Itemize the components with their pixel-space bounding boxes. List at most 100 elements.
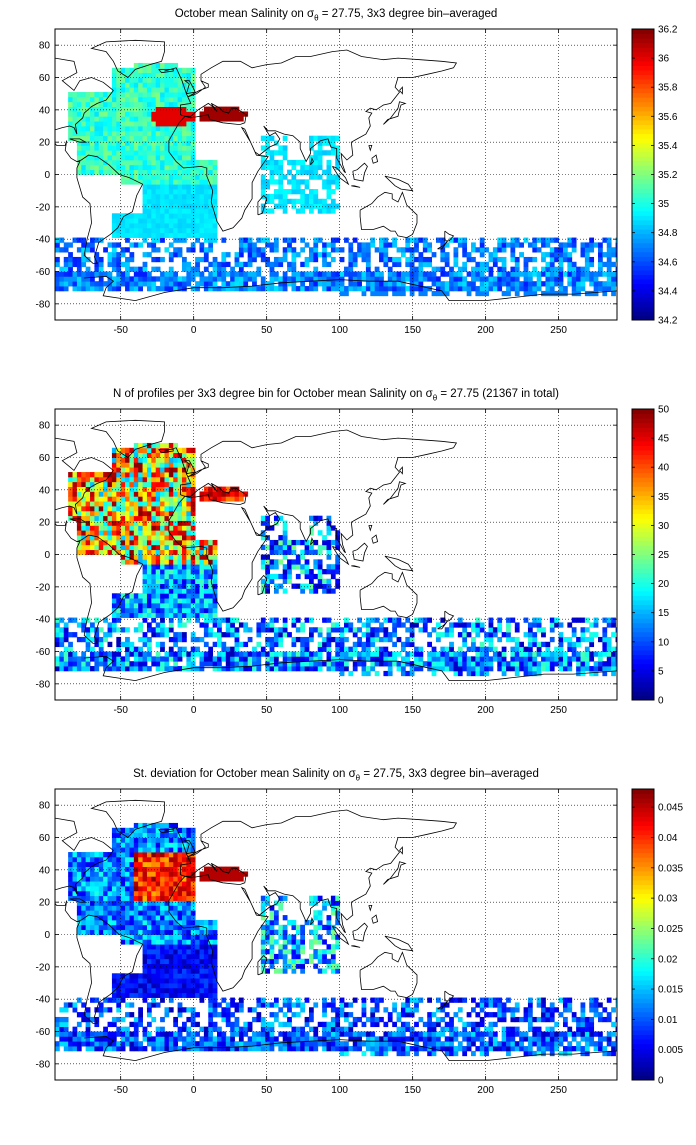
data-cell — [169, 208, 174, 213]
data-cell — [129, 857, 134, 862]
data-cell — [77, 482, 82, 487]
data-cell — [73, 1027, 78, 1032]
data-cell — [143, 97, 148, 102]
data-cell — [121, 881, 126, 886]
data-cell — [134, 87, 139, 92]
data-cell — [73, 97, 78, 102]
colorbar-segment — [632, 632, 654, 637]
data-cell — [195, 175, 200, 180]
data-cell — [134, 1022, 139, 1027]
data-cell — [103, 876, 108, 881]
data-cell — [134, 272, 139, 277]
data-cell — [178, 632, 183, 637]
data-cell — [143, 1032, 148, 1037]
data-cell — [204, 588, 209, 593]
data-cell — [121, 1041, 126, 1046]
data-cell — [366, 252, 371, 257]
data-cell — [589, 281, 594, 286]
y-tick-label: 60 — [39, 453, 51, 464]
data-cell — [300, 584, 305, 589]
data-cell — [440, 252, 445, 257]
data-cell — [484, 637, 489, 642]
data-cell — [68, 496, 73, 501]
data-cell — [366, 637, 371, 642]
data-cell — [270, 160, 275, 165]
data-cell — [134, 233, 139, 238]
data-cell — [576, 272, 581, 277]
data-cell — [550, 656, 555, 661]
data-cell — [265, 569, 270, 574]
data-cell — [55, 1017, 60, 1022]
data-cell — [475, 652, 480, 657]
data-cell — [340, 632, 345, 637]
data-cell — [405, 618, 410, 623]
data-cell — [178, 150, 183, 155]
data-cell — [160, 530, 165, 535]
data-cell — [261, 189, 266, 194]
data-cell — [243, 247, 248, 252]
data-cell — [550, 286, 555, 291]
colorbar-segment — [632, 668, 654, 673]
data-cell — [550, 291, 555, 296]
data-cell — [178, 618, 183, 623]
data-cell — [160, 213, 165, 218]
colorbar-segment — [632, 252, 654, 257]
data-cell — [515, 272, 520, 277]
data-cell — [270, 194, 275, 199]
data-cell — [86, 170, 91, 175]
data-cell — [143, 516, 148, 521]
data-cell — [454, 656, 459, 661]
data-cell — [90, 1046, 95, 1051]
data-cell — [274, 170, 279, 175]
data-cell — [585, 252, 590, 257]
data-cell — [283, 276, 288, 281]
data-cell — [86, 656, 91, 661]
data-cell — [160, 73, 165, 78]
data-cell — [528, 647, 533, 652]
data-cell — [440, 281, 445, 286]
data-cell — [309, 208, 314, 213]
data-cell — [270, 286, 275, 291]
colorbar-segment — [632, 84, 654, 89]
colorbar-segment — [632, 38, 654, 43]
data-cell — [64, 242, 69, 247]
data-cell — [151, 535, 156, 540]
data-cell — [191, 530, 196, 535]
data-cell — [151, 189, 156, 194]
data-cell — [581, 267, 586, 272]
data-cell — [156, 238, 161, 243]
data-cell — [397, 272, 402, 277]
data-cell — [524, 276, 529, 281]
data-cell — [151, 506, 156, 511]
y-tick-label: -80 — [36, 299, 51, 310]
data-cell — [300, 286, 305, 291]
data-cell — [204, 276, 209, 281]
data-cell — [186, 608, 191, 613]
data-cell — [160, 63, 165, 68]
data-cell — [151, 213, 156, 218]
data-cell — [423, 242, 428, 247]
data-cell — [283, 199, 288, 204]
data-cell — [537, 671, 542, 676]
data-cell — [151, 588, 156, 593]
data-cell — [200, 179, 205, 184]
data-cell — [125, 886, 130, 891]
data-cell — [410, 642, 415, 647]
data-cell — [73, 871, 78, 876]
data-cell — [99, 550, 104, 555]
data-cell — [305, 661, 310, 666]
data-cell — [357, 247, 362, 252]
data-cell — [121, 828, 126, 833]
data-cell — [191, 564, 196, 569]
data-cell — [138, 555, 143, 560]
colorbar-segment — [632, 595, 654, 600]
data-cell — [90, 111, 95, 116]
data-cell — [103, 247, 108, 252]
data-cell — [116, 487, 121, 492]
data-cell — [340, 671, 345, 676]
data-cell — [169, 92, 174, 97]
data-cell — [108, 891, 113, 896]
data-cell — [559, 661, 564, 666]
data-cell — [331, 272, 336, 277]
data-cell — [138, 136, 143, 141]
